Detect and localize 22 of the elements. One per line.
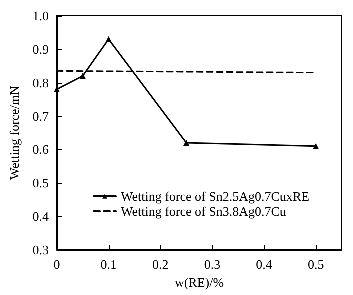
y-tick-label: 0.9 <box>32 42 49 57</box>
point <box>106 36 112 42</box>
x-axis-title: w(RE)/% <box>174 274 224 290</box>
legend-label: Wetting force of Sn3.8Ag0.7Cu <box>121 204 287 219</box>
x-tick-label: 0.5 <box>308 257 324 272</box>
y-tick-label: 0.4 <box>32 209 50 224</box>
x-tick-label: 0.3 <box>204 257 221 272</box>
y-tick-label: 0.8 <box>32 75 49 90</box>
y-tick-label: 0.3 <box>32 242 49 258</box>
x-tick-label: 0.1 <box>100 257 117 272</box>
x-tick-label: 0.4 <box>256 257 273 272</box>
legend-label: Wetting force of Sn2.5Ag0.7CuxRE <box>121 189 310 204</box>
y-tick-label: 0.5 <box>32 176 49 191</box>
point <box>80 73 86 80</box>
y-axis-title: Wetting force/mN <box>7 85 22 180</box>
point <box>184 140 190 146</box>
point <box>313 143 320 150</box>
x-tick-label: 0 <box>54 257 60 272</box>
y-tick-label: 0.7 <box>32 108 50 124</box>
x-tick-label: 0.2 <box>152 257 169 272</box>
y-tick-label: 1.0 <box>32 8 49 24</box>
y-tick-label: 0.6 <box>32 142 50 158</box>
